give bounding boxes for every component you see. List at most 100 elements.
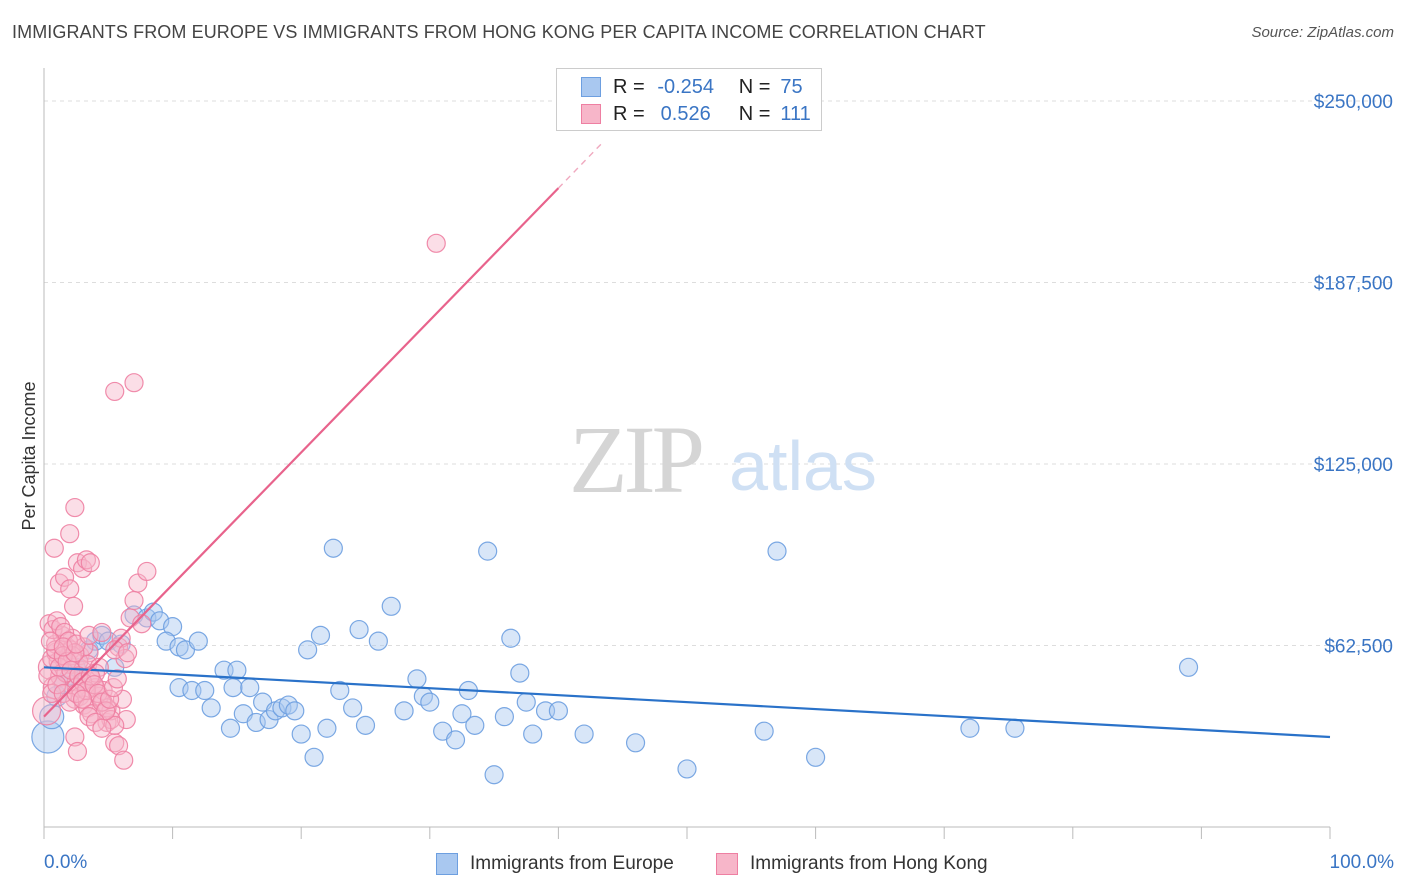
y-tick-label: $62,500 (1324, 637, 1393, 658)
data-point-hongkong (60, 524, 80, 544)
legend-n-value: 75 (780, 75, 803, 98)
bottom-legend-hongkong: Immigrants from Hong Kong (716, 852, 988, 876)
data-point-europe (188, 631, 208, 651)
data-point-europe (407, 669, 427, 689)
legend-n-label: N = (738, 75, 771, 98)
data-point-europe (220, 718, 241, 738)
data-point-hongkong (80, 553, 100, 573)
x-tick-label-min: 0.0% (44, 852, 88, 873)
trend-lines (43, 141, 1331, 739)
data-point-europe (523, 724, 543, 744)
data-point-europe (1005, 718, 1025, 738)
correlation-legend: R = -0.254 N = 75 R = 0.526 N = 111 (556, 68, 822, 131)
data-point-europe (767, 541, 787, 561)
y-tick-label: $125,000 (1314, 455, 1393, 476)
chart-title: IMMIGRANTS FROM EUROPE VS IMMIGRANTS FRO… (12, 22, 986, 42)
bottom-legend-label-europe: Immigrants from Europe (470, 853, 674, 874)
data-point-europe (355, 715, 376, 735)
data-point-europe (754, 721, 774, 741)
data-point-europe (445, 730, 466, 750)
watermark-atlas: atlas (729, 427, 877, 505)
legend-swatch-hongkong (581, 104, 601, 124)
data-point-europe (484, 765, 504, 785)
bottom-legend-swatch-hongkong (716, 853, 738, 875)
legend-swatch-europe (581, 77, 601, 97)
data-point-europe (574, 724, 594, 744)
data-point-hongkong (99, 689, 120, 709)
data-point-europe (343, 698, 363, 718)
data-point-hongkong (49, 573, 70, 593)
data-point-hongkong (65, 497, 85, 518)
bottom-legend-label-hongkong: Immigrants from Hong Kong (750, 853, 988, 874)
data-point-europe (223, 678, 243, 698)
y-tick-label: $187,500 (1314, 274, 1393, 295)
data-point-hongkong (137, 561, 157, 582)
data-point-europe (478, 541, 498, 561)
bottom-legend-swatch-europe (436, 853, 458, 875)
data-point-europe (323, 538, 343, 558)
data-point-europe (291, 724, 311, 744)
data-point-hongkong (92, 718, 112, 738)
data-point-hongkong (114, 750, 134, 770)
source-label: Source: ZipAtlas.com (1251, 24, 1394, 41)
trend-line-europe (43, 666, 1331, 739)
bottom-legend-europe: Immigrants from Europe (436, 852, 674, 876)
data-point-europe (394, 701, 414, 721)
watermark-zip: ZIP (569, 406, 702, 513)
data-point-hongkong (31, 696, 62, 726)
data-point-europe (677, 759, 697, 779)
legend-r-value: -0.254 (657, 75, 715, 98)
data-point-europe (285, 701, 305, 721)
data-point-hongkong (44, 538, 64, 558)
data-point-hongkong (67, 741, 88, 762)
watermark: ZIP atlas (569, 406, 877, 513)
data-point-europe (201, 698, 221, 718)
y-axis-label: Per Capita Income (19, 381, 39, 530)
y-tick-label: $250,000 (1314, 92, 1393, 113)
data-point-europe (368, 631, 388, 651)
data-point-europe (310, 625, 331, 645)
data-point-hongkong (108, 736, 129, 756)
data-point-europe (805, 747, 826, 767)
legend-r-label: R = (613, 102, 645, 125)
data-point-hongkong (54, 567, 75, 587)
legend-n-label: N = (738, 102, 771, 125)
grid-lines (44, 100, 1395, 647)
legend-row-europe: R = -0.254 N = 75 (581, 74, 803, 100)
data-point-hongkong (117, 643, 138, 663)
data-point-europe (960, 718, 980, 738)
data-point-hongkong (65, 727, 85, 747)
legend-r-label: R = (613, 75, 645, 98)
legend-n-value: 111 (780, 102, 811, 125)
series-europe-points (31, 538, 1199, 785)
data-point-europe (330, 680, 350, 701)
data-point-europe (494, 707, 514, 727)
data-point-hongkong (60, 579, 80, 599)
data-point-hongkong (107, 669, 127, 689)
data-point-europe (1178, 657, 1199, 677)
data-point-europe (465, 715, 485, 735)
data-point-europe (452, 704, 472, 724)
data-point-europe (516, 692, 536, 712)
legend-row-hongkong: R = 0.526 N = 111 (581, 101, 811, 127)
data-point-europe (31, 720, 65, 754)
data-point-europe (298, 640, 318, 660)
x-tick-label-max: 100.0% (1329, 852, 1394, 873)
data-point-europe (227, 660, 247, 680)
data-point-europe (304, 747, 324, 767)
trend-line-hongkong-extension (557, 141, 604, 189)
data-point-hongkong (72, 689, 93, 709)
axes (43, 68, 1331, 839)
data-point-europe (317, 718, 337, 738)
legend-r-value: 0.526 (660, 102, 711, 125)
data-point-europe (501, 628, 521, 648)
data-point-hongkong (124, 373, 144, 393)
data-point-europe (510, 663, 530, 683)
data-point-europe (381, 596, 401, 616)
series-hongkong-points (31, 233, 446, 770)
data-point-europe (240, 678, 260, 698)
data-point-hongkong (105, 381, 125, 402)
data-point-europe (420, 692, 440, 712)
data-point-hongkong (426, 233, 446, 253)
